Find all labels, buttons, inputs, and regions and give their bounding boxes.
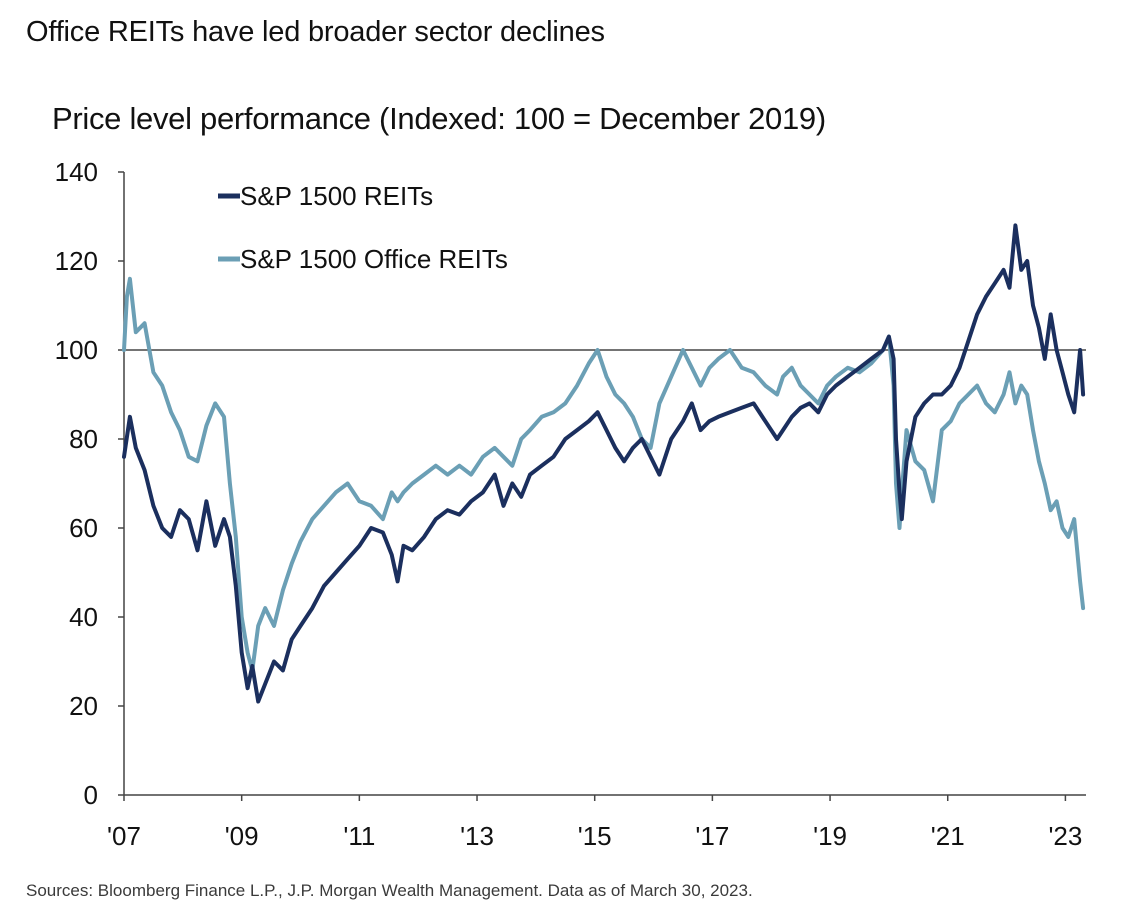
legend-label-reits: S&P 1500 REITs [240, 181, 433, 211]
legend-label-office-reits: S&P 1500 Office REITs [240, 244, 508, 274]
x-axis-ticks: '07 '09 '11 '13 '15 '17 '19 '21 '23 [107, 795, 1082, 851]
y-tick-label: 140 [55, 157, 98, 187]
chart-title: Office REITs have led broader sector dec… [26, 16, 605, 48]
x-tick-label: '21 [931, 821, 965, 851]
y-axis-ticks: 0 20 40 60 80 100 120 140 [55, 157, 124, 810]
x-tick-label: '13 [460, 821, 494, 851]
legend: S&P 1500 REITs S&P 1500 Office REITs [218, 181, 508, 274]
series-line-office-reits [122, 276, 1086, 673]
x-tick-label: '15 [578, 821, 612, 851]
x-tick-label: '19 [813, 821, 847, 851]
y-tick-label: 20 [69, 691, 98, 721]
y-tick-label: 60 [69, 513, 98, 543]
y-tick-label: 0 [84, 780, 98, 810]
y-tick-label: 120 [55, 246, 98, 276]
x-tick-label: '07 [107, 821, 141, 851]
x-tick-label: '23 [1048, 821, 1082, 851]
series-line-reits [122, 223, 1086, 704]
y-tick-label: 40 [69, 602, 98, 632]
y-tick-label: 100 [55, 335, 98, 365]
source-note: Sources: Bloomberg Finance L.P., J.P. Mo… [26, 881, 753, 900]
series-layer [122, 223, 1086, 704]
x-tick-label: '09 [225, 821, 259, 851]
x-tick-label: '17 [695, 821, 729, 851]
x-tick-label: '11 [343, 821, 375, 851]
chart-subtitle: Price level performance (Indexed: 100 = … [52, 101, 826, 136]
y-tick-label: 80 [69, 424, 98, 454]
